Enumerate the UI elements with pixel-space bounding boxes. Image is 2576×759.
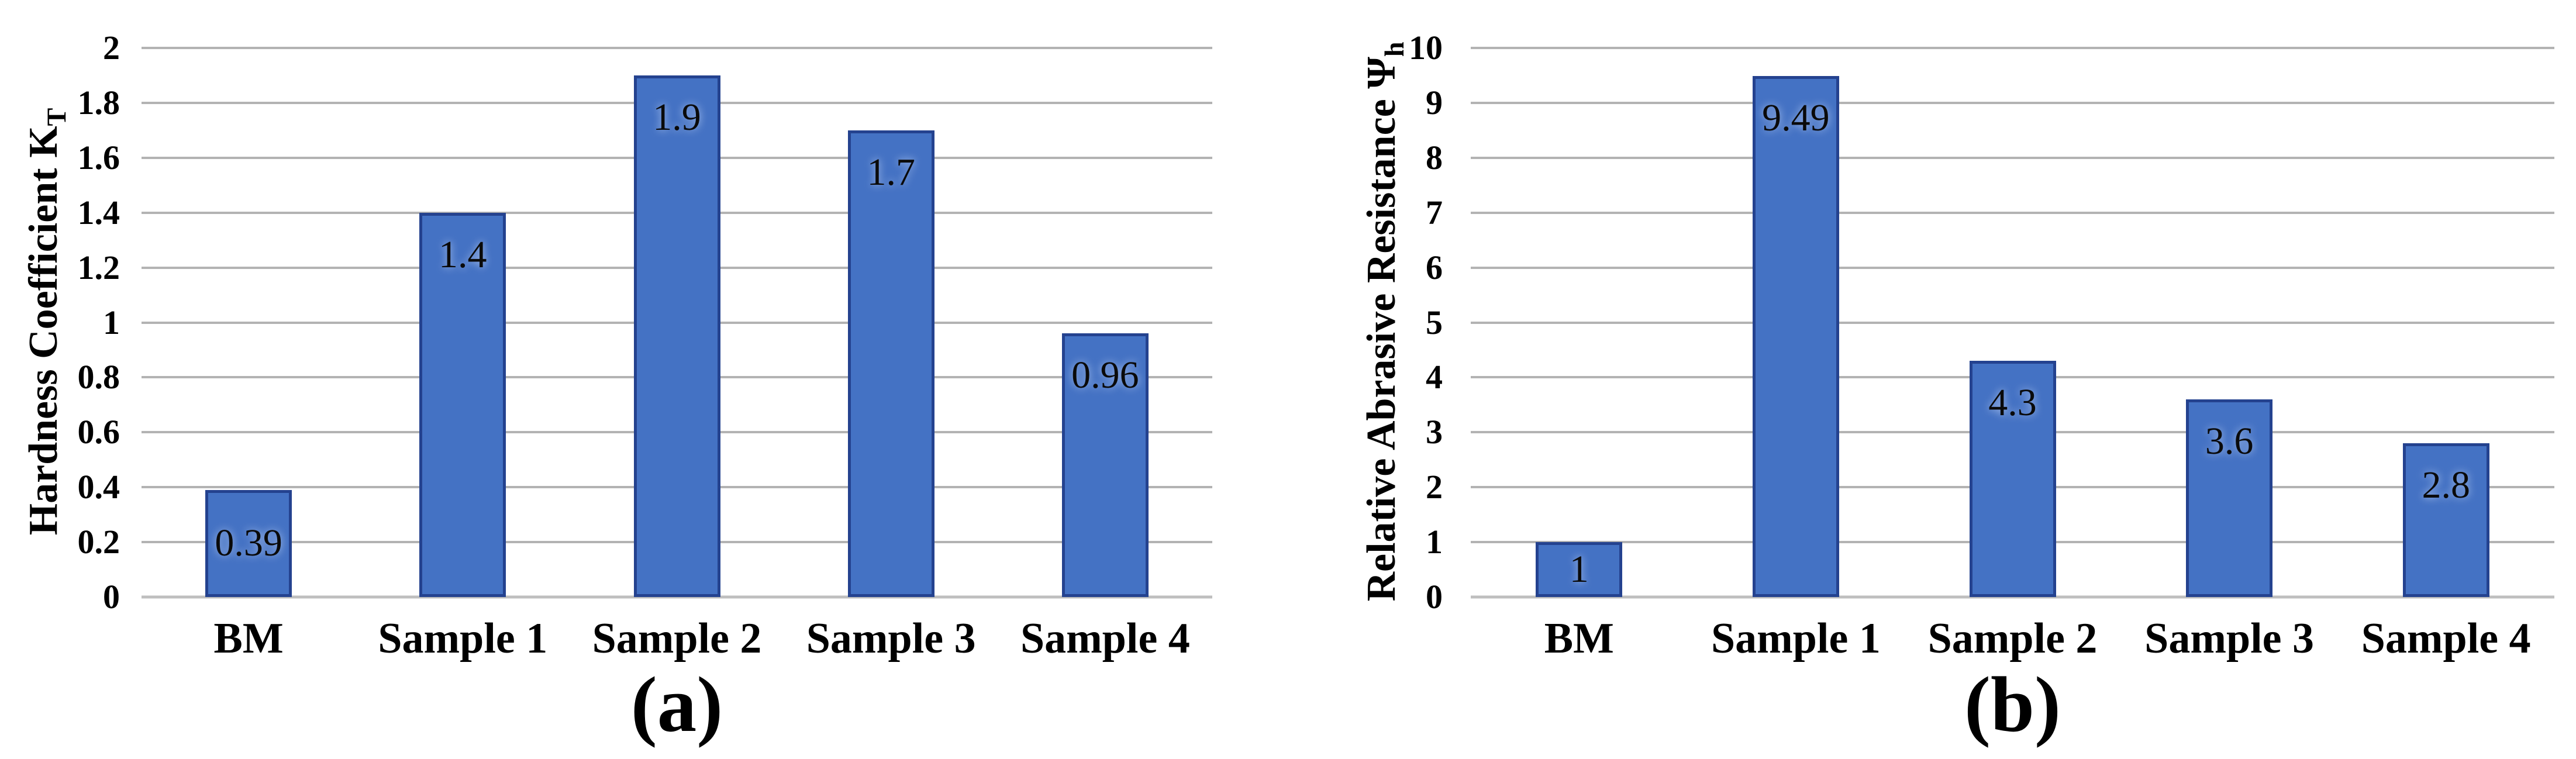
y-axis-ticks: 0 1 2 3 4 5 6 7 8 9 10 [1289, 31, 1443, 614]
bar-sample-4: 0.96 [1061, 333, 1149, 597]
x-category-label: BM [213, 615, 284, 663]
y-tick-label: 1 [1426, 523, 1443, 561]
y-tick-label: 8 [1426, 138, 1443, 177]
bar-value-label: 0.96 [1071, 354, 1139, 397]
bar-value-label: 3.6 [2205, 419, 2254, 463]
x-category-label: Sample 1 [1711, 615, 1881, 663]
bar-sample-4: 2.8 [2402, 443, 2489, 597]
bar-value-label: 1.4 [439, 233, 487, 276]
y-tick-label: 1.2 [77, 248, 120, 287]
panel-caption: (a) [630, 661, 723, 748]
bar-sample-2: 4.3 [1969, 361, 2056, 597]
bar-sample-2: 1.9 [633, 75, 720, 597]
gridline [1471, 321, 2554, 324]
gridline [1471, 101, 2554, 104]
bar-sample-3: 1.7 [847, 130, 934, 597]
y-axis-ticks: 0 0.2 0.4 0.6 0.8 1 1.2 1.4 1.6 1.8 2 [0, 31, 120, 614]
y-tick-label: 2 [103, 29, 120, 67]
y-tick-label: 1.4 [77, 193, 120, 232]
y-tick-label: 4 [1426, 358, 1443, 396]
y-tick-label: 5 [1426, 303, 1443, 341]
y-tick-label: 1 [103, 303, 120, 341]
bar-bm: 0.39 [205, 489, 292, 597]
x-axis-labels: BM Sample 1 Sample 2 Sample 3 Sample 4 [142, 613, 1212, 671]
bars: 0.39 1.4 1.9 1.7 0.96 [142, 48, 1212, 597]
y-tick-label: 7 [1426, 193, 1443, 232]
chart-panel-a: Hardness Coefficient KT 0 0.2 0.4 0.6 0.8 1 1.… [0, 0, 1287, 759]
y-tick-label: 0.6 [77, 413, 120, 451]
bar-value-label: 1 [1569, 548, 1589, 591]
y-tick-label: 1.8 [77, 83, 120, 122]
bar-value-label: 2.8 [2422, 464, 2470, 507]
y-tick-label: 0.4 [77, 468, 120, 506]
bar-value-label: 1.7 [867, 150, 915, 194]
plot-area: 1 9.49 4.3 3.6 2.8 [1471, 47, 2554, 599]
gridline [1471, 211, 2554, 214]
bar-bm: 1 [1536, 542, 1623, 597]
bar-value-label: 4.3 [1988, 381, 2037, 425]
x-category-label: Sample 2 [1927, 615, 2098, 663]
y-tick-label: 0.8 [77, 358, 120, 396]
y-tick-label: 3 [1426, 413, 1443, 451]
panel-caption: (b) [1964, 661, 2061, 748]
gridline [142, 47, 1212, 49]
plot-area: 0.39 1.4 1.9 1.7 0.96 [142, 47, 1212, 599]
x-category-label: Sample 4 [1020, 615, 1190, 663]
x-category-label: Sample 4 [2361, 615, 2531, 663]
bars: 1 9.49 4.3 3.6 2.8 [1471, 48, 2554, 597]
x-category-label: Sample 3 [806, 615, 976, 663]
bar-sample-3: 3.6 [2186, 399, 2273, 597]
x-category-label: BM [1544, 615, 1614, 663]
y-tick-label: 1.6 [77, 138, 120, 177]
bar-value-label: 0.39 [215, 522, 282, 565]
y-tick-label: 0.2 [77, 523, 120, 561]
x-category-label: Sample 3 [2144, 615, 2315, 663]
y-tick-label: 6 [1426, 248, 1443, 287]
x-axis-line [142, 595, 1212, 599]
x-axis-line [1471, 595, 2554, 599]
y-tick-label: 0 [1426, 578, 1443, 616]
bar-value-label: 9.49 [1762, 96, 1830, 139]
y-tick-label: 2 [1426, 468, 1443, 506]
x-category-label: Sample 1 [378, 615, 548, 663]
gridline [1471, 266, 2554, 269]
bar-sample-1: 9.49 [1752, 75, 1839, 597]
bar-sample-1: 1.4 [419, 212, 506, 597]
y-tick-label: 9 [1426, 83, 1443, 122]
bar-value-label: 1.9 [653, 95, 701, 139]
y-tick-label: 10 [1409, 29, 1443, 67]
y-tick-label: 0 [103, 578, 120, 616]
x-axis-labels: BM Sample 1 Sample 2 Sample 3 Sample 4 [1471, 613, 2554, 671]
gridline [1471, 156, 2554, 159]
x-category-label: Sample 2 [592, 615, 762, 663]
gridline [1471, 47, 2554, 49]
